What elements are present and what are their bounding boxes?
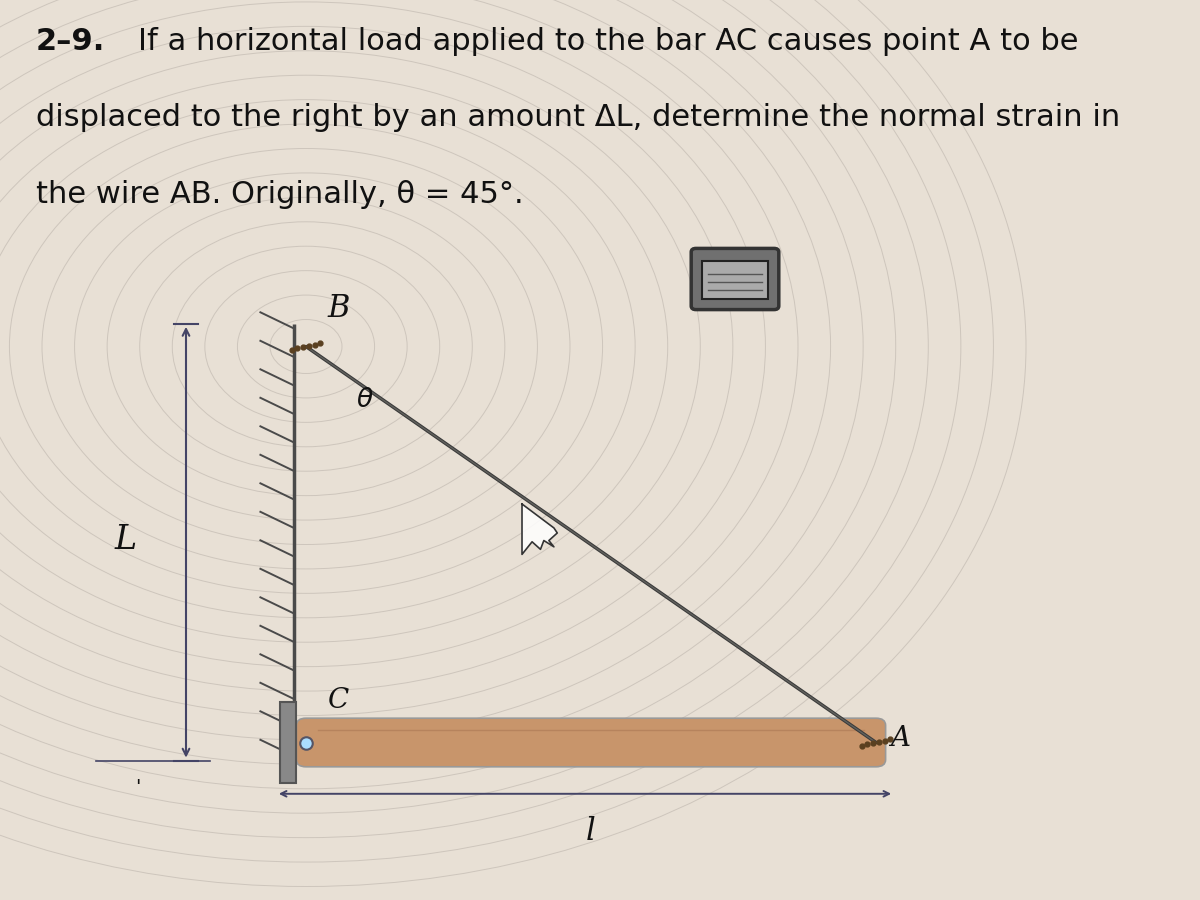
Text: A: A — [890, 724, 911, 751]
Text: displaced to the right by an amount ΔL, determine the normal strain in: displaced to the right by an amount ΔL, … — [36, 104, 1121, 132]
FancyBboxPatch shape — [702, 261, 768, 299]
Text: B: B — [328, 293, 350, 324]
FancyBboxPatch shape — [691, 248, 779, 310]
Text: If a horizontal load applied to the bar ​AC causes point ​A to be: If a horizontal load applied to the bar … — [138, 27, 1079, 56]
Text: the wire ​AB. Originally, θ = 45°.: the wire ​AB. Originally, θ = 45°. — [36, 180, 523, 209]
Text: L: L — [115, 524, 137, 556]
Text: ': ' — [136, 778, 140, 797]
Text: l: l — [586, 816, 596, 847]
FancyBboxPatch shape — [280, 702, 296, 783]
FancyBboxPatch shape — [296, 718, 886, 767]
Text: C: C — [328, 687, 349, 714]
Text: 2–9.: 2–9. — [36, 27, 106, 56]
Polygon shape — [522, 504, 557, 554]
Text: $\theta$: $\theta$ — [356, 387, 374, 412]
